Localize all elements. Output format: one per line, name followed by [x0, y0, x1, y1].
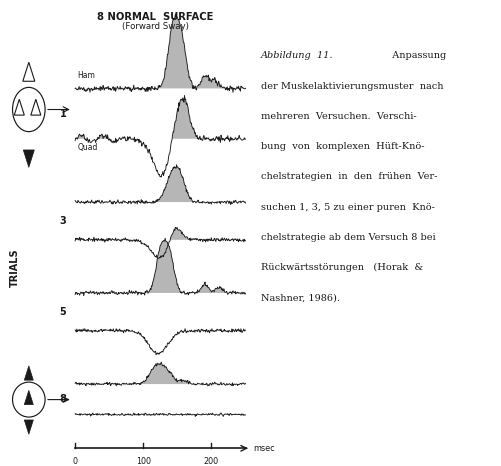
Text: Nashner, 1986).: Nashner, 1986). — [261, 294, 340, 302]
Text: Ham: Ham — [78, 71, 96, 80]
Text: 1: 1 — [60, 109, 66, 119]
Polygon shape — [24, 391, 33, 404]
Text: 100: 100 — [136, 457, 151, 466]
Text: 0: 0 — [73, 457, 78, 466]
Polygon shape — [24, 420, 33, 434]
Polygon shape — [23, 150, 34, 167]
Text: chelstrategie ab dem Versuch 8 bei: chelstrategie ab dem Versuch 8 bei — [261, 233, 435, 242]
Text: (Forward Sway): (Forward Sway) — [122, 22, 189, 31]
Text: mehreren  Versuchen.  Verschi-: mehreren Versuchen. Verschi- — [261, 112, 416, 121]
Text: der Muskelaktivierungsmuster  nach: der Muskelaktivierungsmuster nach — [261, 82, 443, 90]
Text: Quad: Quad — [78, 143, 98, 151]
Text: TRIALS: TRIALS — [10, 249, 20, 287]
Polygon shape — [24, 366, 33, 380]
Text: Rückwärtsstörungen   (Horak  &: Rückwärtsstörungen (Horak & — [261, 263, 423, 273]
Text: 200: 200 — [204, 457, 219, 466]
Text: 8: 8 — [60, 394, 66, 404]
Text: 5: 5 — [60, 307, 66, 317]
Text: 8 NORMAL  SURFACE: 8 NORMAL SURFACE — [97, 12, 213, 21]
Text: bung  von  komplexen  Hüft-Knö-: bung von komplexen Hüft-Knö- — [261, 142, 424, 151]
Text: chelstrategien  in  den  frühen  Ver-: chelstrategien in den frühen Ver- — [261, 172, 437, 181]
Text: 3: 3 — [60, 216, 66, 226]
Text: suchen 1, 3, 5 zu einer puren  Knö-: suchen 1, 3, 5 zu einer puren Knö- — [261, 203, 434, 212]
Text: msec: msec — [253, 444, 275, 453]
Text: Anpassung: Anpassung — [386, 51, 446, 60]
Text: Abbildung  11.: Abbildung 11. — [261, 51, 333, 60]
